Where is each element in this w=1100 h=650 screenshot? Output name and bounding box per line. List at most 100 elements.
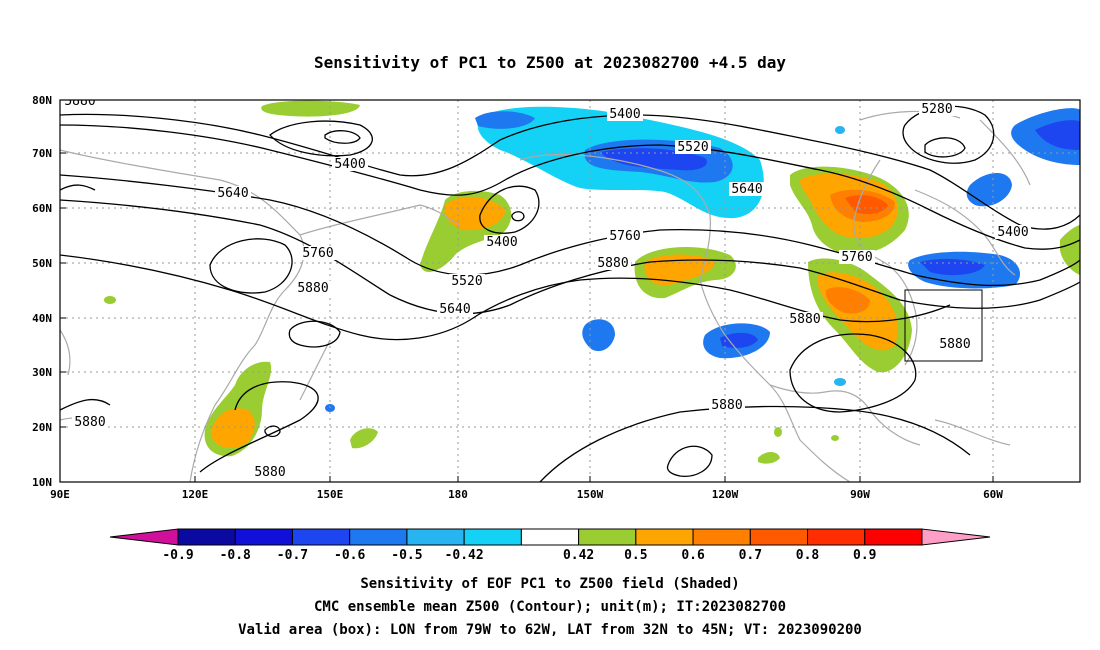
contour-label: 5400 — [334, 157, 365, 172]
colorbar: -0.9 -0.8 -0.7 -0.6 -0.5 -0.42 0.42 0.5 0.6 0.7 0.… — [109, 528, 991, 563]
lat-tick-label: 70N — [32, 147, 52, 160]
lon-tick-label: 60W — [983, 488, 1003, 501]
contour-label: 5880 — [254, 465, 285, 480]
contour-label-bg — [449, 274, 485, 288]
contour-label-bg — [595, 256, 631, 270]
contour-label-bg — [484, 235, 520, 249]
contour-label-bg — [839, 250, 875, 264]
caption-line-3: Valid area (box): LON from 79W to 62W, L… — [238, 622, 862, 638]
contour-label-bg — [295, 281, 331, 295]
contour-label: 5760 — [609, 229, 640, 244]
contour-labels: 5280 5400 5400 5400 5400 5520 5520 5640 5640 5640… — [62, 94, 1031, 480]
colorbar-label: -0.6 — [334, 548, 365, 563]
lon-tick-label: 120W — [712, 488, 739, 501]
neg-region-mid-pacific — [582, 319, 615, 352]
lat-tick-label: 40N — [32, 312, 52, 325]
lon-tick-label: 150E — [317, 488, 344, 501]
contour-label: 5760 — [841, 250, 872, 265]
contour-label: 5400 — [997, 225, 1028, 240]
colorbar-label: -0.9 — [162, 548, 193, 563]
pos-region-arctic-siberia — [261, 100, 360, 117]
colorbar-label: 0.9 — [853, 548, 876, 563]
contour-label-bg — [300, 246, 336, 260]
lat-tick-label: 50N — [32, 257, 52, 270]
contour-label-bg — [252, 465, 288, 479]
contour-label: 5880 — [74, 415, 105, 430]
lon-tick-label: 180 — [448, 488, 468, 501]
colorbar-label: 0.42 — [563, 548, 594, 563]
contour-label-bg — [937, 337, 973, 351]
lat-lon-grid — [60, 100, 1080, 482]
map-panel: 5280 5400 5400 5400 5400 5520 5520 5640 5640 5640… — [60, 94, 1080, 482]
contour-label: 5760 — [302, 246, 333, 261]
valid-area-box — [904, 289, 983, 362]
caption-line-1: Sensitivity of EOF PC1 to Z500 field (Sh… — [360, 576, 739, 592]
contour-label-bg — [72, 415, 108, 429]
colorbar-lower-triangle — [109, 528, 179, 546]
colorbar-box — [463, 528, 522, 546]
lat-tick-label: 80N — [32, 94, 52, 107]
contour-label-bg — [675, 140, 711, 154]
map-frame — [59, 99, 1081, 483]
contour-label-bg — [709, 398, 745, 412]
colorbar-label: -0.5 — [391, 548, 422, 563]
axis-labels: 90E 120E 150E 180 150W 120W 90W 60W 10N 20N 30N 40N… — [32, 94, 1003, 501]
contour-label: 5880 — [64, 94, 95, 109]
colorbar-box — [520, 528, 580, 546]
colorbar-label: 0.7 — [739, 548, 762, 563]
contour-label: 5640 — [731, 182, 762, 197]
contour-label: 5280 — [921, 102, 952, 117]
lat-tick-label: 60N — [32, 202, 52, 215]
lon-tick-label: 120E — [182, 488, 209, 501]
contour-label: 5880 — [597, 256, 628, 271]
lat-tick-label: 20N — [32, 421, 52, 434]
colorbar-box — [807, 528, 866, 546]
colorbar-box — [635, 528, 694, 546]
contour-label-bg — [919, 102, 955, 116]
contour-label-bg — [215, 186, 251, 200]
colorbar-label: 0.5 — [624, 548, 647, 563]
colorbar-box — [692, 528, 751, 546]
colorbar-box — [234, 528, 293, 546]
colorbar-box — [349, 528, 408, 546]
colorbar-label: -0.8 — [220, 548, 251, 563]
lon-tick-label: 90W — [850, 488, 870, 501]
colorbar-box — [291, 528, 351, 546]
neg-region-hudson — [966, 172, 1012, 207]
contour-label: 5400 — [486, 235, 517, 250]
contour-label: 5400 — [609, 107, 640, 122]
colorbar-box — [406, 528, 465, 546]
contour-label: 5520 — [677, 140, 708, 155]
colorbar-label: 0.8 — [796, 548, 820, 563]
contour-label-bg — [607, 107, 643, 121]
colorbar-box — [177, 528, 236, 546]
colorbar-label: -0.7 — [277, 548, 308, 563]
lat-tick-label: 30N — [32, 366, 52, 379]
lon-tick-label: 90E — [50, 488, 70, 501]
contour-label: 5640 — [439, 302, 470, 317]
contour-label: 5880 — [789, 312, 820, 327]
contour-label: 5880 — [297, 281, 328, 296]
lon-tick-label: 150W — [577, 488, 604, 501]
contour-label-bg — [62, 100, 98, 108]
colorbar-label: -0.42 — [445, 548, 484, 563]
colorbar-box — [864, 528, 923, 546]
contour-label-bg — [995, 225, 1031, 239]
colorbar-box — [578, 528, 637, 546]
contour-label: 5640 — [217, 186, 248, 201]
contour-label-bg — [332, 157, 368, 171]
colorbar-box — [749, 528, 809, 546]
contour-label-bg — [607, 229, 643, 243]
colorbar-label: 0.6 — [681, 548, 705, 563]
figure-title: Sensitivity of PC1 to Z500 at 2023082700… — [314, 53, 786, 72]
contour-label-bg — [787, 312, 823, 326]
contour-label: 5880 — [711, 398, 742, 413]
contour-label: 5880 — [939, 337, 970, 352]
caption-line-2: CMC ensemble mean Z500 (Contour); unit(m… — [314, 599, 786, 615]
contour-label-bg — [437, 302, 473, 316]
contour-label: 5520 — [451, 274, 482, 289]
contour-label-bg — [729, 182, 765, 196]
lat-tick-label: 10N — [32, 476, 52, 489]
colorbar-upper-triangle — [921, 528, 991, 546]
